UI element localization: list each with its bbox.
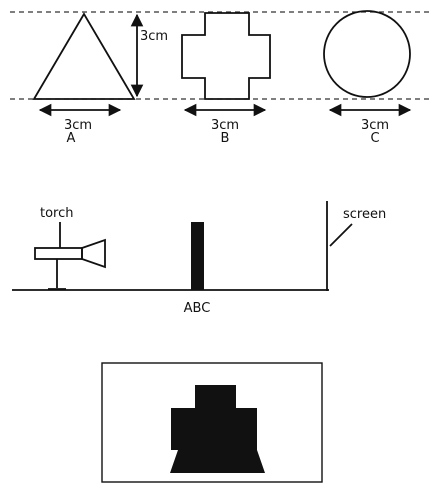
torch (34, 238, 106, 290)
shadow-screen-frame (101, 362, 323, 483)
shadow-shape (170, 385, 265, 473)
shape-c-circle (323, 10, 411, 98)
shape-a-name-label: A (67, 131, 76, 146)
shape-a-dimension-label: 3cm (64, 118, 92, 133)
object-abc-block (191, 222, 204, 290)
shape-b-name-label: B (221, 131, 230, 146)
object-label: ABC (184, 301, 211, 316)
height-label: 3cm (140, 29, 168, 44)
screen-label-pointer (329, 223, 353, 247)
shape-a-triangle (32, 12, 136, 100)
screen-label: screen (343, 207, 386, 222)
shape-b-dimension-label: 3cm (211, 118, 239, 133)
torch-label: torch (40, 206, 74, 221)
shape-b-cross (181, 12, 271, 100)
shape-c-name-label: C (370, 131, 379, 146)
shape-c-dimension-label: 3cm (361, 118, 389, 133)
